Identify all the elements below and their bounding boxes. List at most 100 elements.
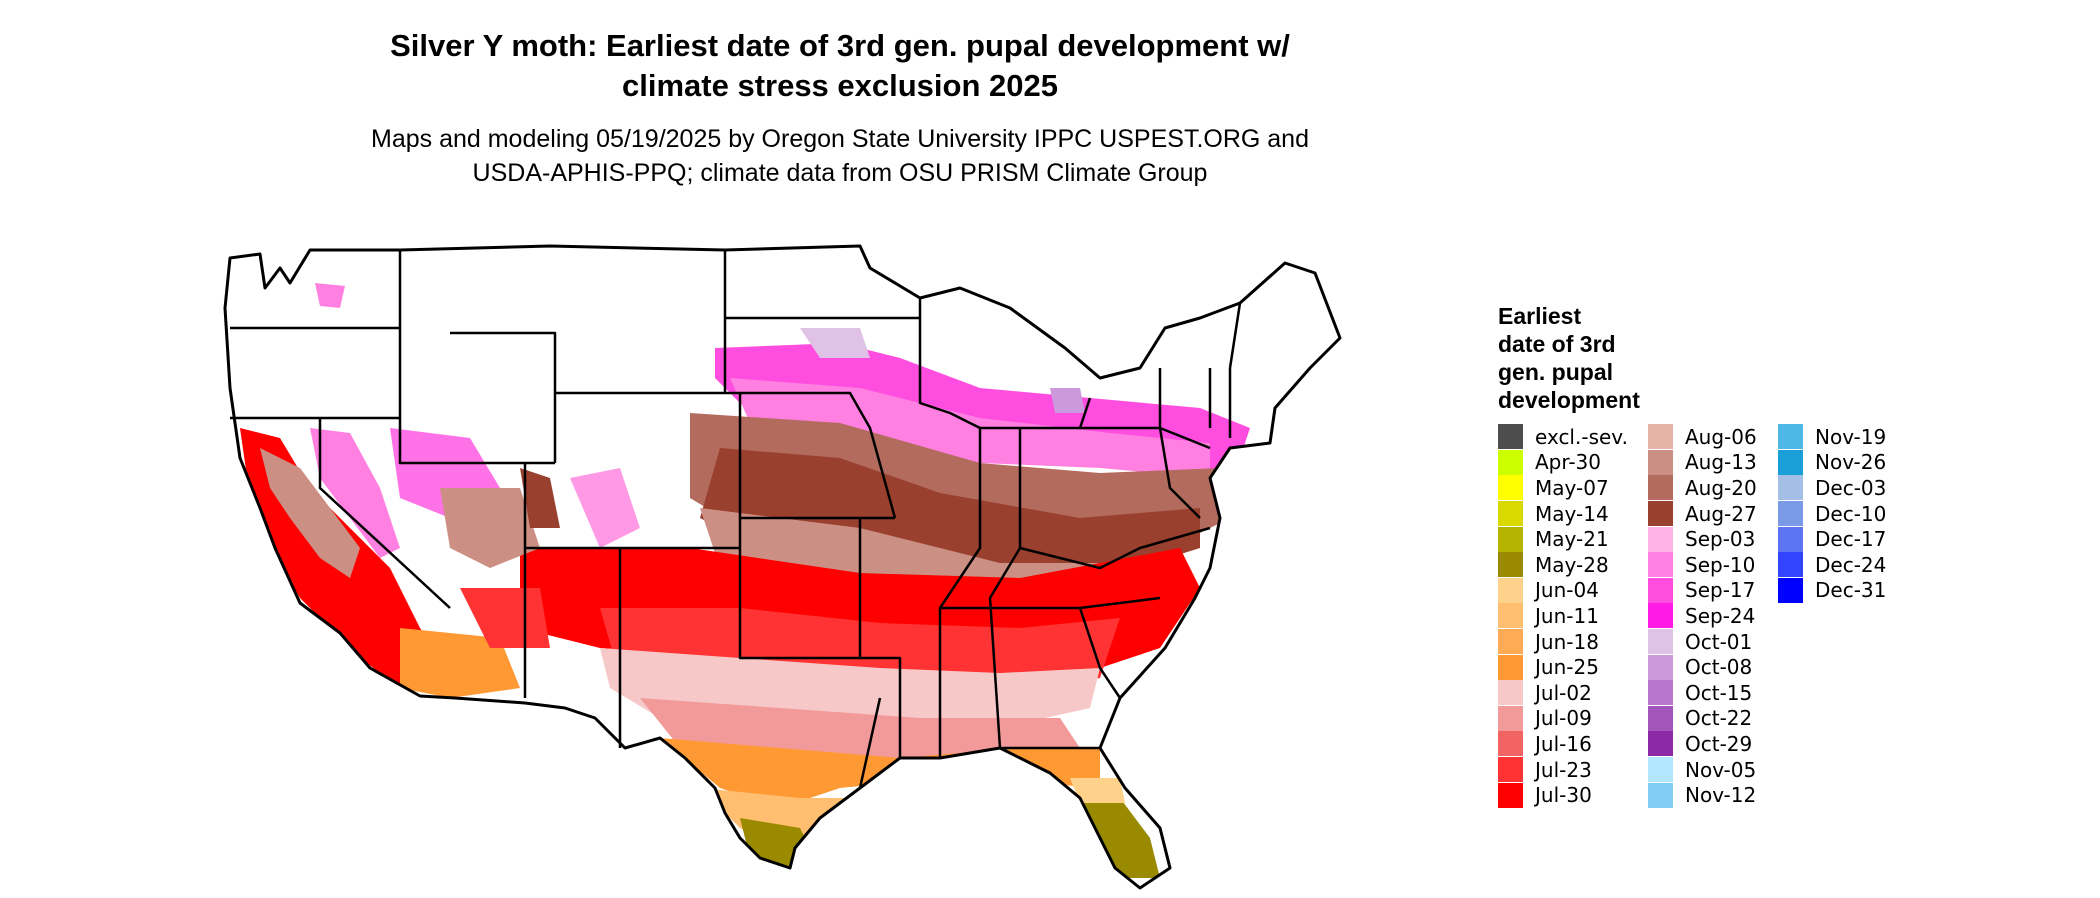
legend-swatch — [1648, 757, 1673, 783]
legend-item: Aug-06 — [1648, 424, 1757, 450]
legend-swatch — [1498, 654, 1523, 680]
legend-item: Nov-05 — [1648, 757, 1757, 783]
legend-swatch — [1498, 526, 1523, 552]
legend-item: Sep-03 — [1648, 526, 1757, 552]
legend-item: Dec-10 — [1778, 501, 1886, 527]
legend-item: Aug-27 — [1648, 501, 1757, 527]
legend-item: Nov-12 — [1648, 782, 1757, 808]
development-date-bands — [225, 246, 1340, 888]
map-subtitle: Maps and modeling 05/19/2025 by Oregon S… — [300, 122, 1380, 190]
map-title: Silver Y moth: Earliest date of 3rd gen.… — [300, 26, 1380, 106]
legend-swatch — [1498, 475, 1523, 501]
legend-item: Dec-31 — [1778, 577, 1887, 604]
legend-label: Nov-19 — [1815, 424, 1887, 449]
legend-item: excl.-sev. — [1498, 424, 1628, 450]
legend-column-1: excl.-sev. Apr-30 May-07 May-14 May-21 May-28… — [1498, 424, 1628, 808]
legend-item: Jul-30 — [1498, 782, 1628, 808]
legend-label: May-07 — [1535, 475, 1609, 500]
title-line-2: climate stress exclusion 2025 — [622, 68, 1058, 103]
legend-swatch — [1498, 680, 1523, 706]
legend-swatch — [1498, 629, 1523, 655]
legend-label: Sep-24 — [1685, 603, 1756, 628]
legend-label: excl.-sev. — [1535, 424, 1628, 449]
legend-label: Jul-09 — [1535, 706, 1592, 731]
legend-label: Dec-10 — [1815, 501, 1887, 526]
legend-item: Jul-09 — [1498, 705, 1628, 732]
legend-swatch — [1648, 501, 1673, 527]
legend-item: Dec-03 — [1778, 475, 1886, 501]
legend-swatch — [1498, 424, 1523, 450]
legend-swatch — [1648, 424, 1673, 450]
legend-label: May-14 — [1535, 501, 1609, 526]
legend-label: Nov-05 — [1685, 757, 1757, 782]
legend-swatch — [1648, 603, 1673, 629]
legend-item: Jul-16 — [1498, 731, 1628, 757]
title-line-1: Silver Y moth: Earliest date of 3rd gen.… — [390, 28, 1290, 63]
legend-swatch — [1778, 475, 1803, 501]
legend-label: Dec-17 — [1815, 527, 1887, 552]
legend-swatch — [1498, 603, 1523, 629]
legend-swatch — [1648, 654, 1673, 680]
legend-swatch — [1648, 705, 1673, 731]
legend-item: Dec-24 — [1778, 552, 1886, 578]
legend-item: Jun-18 — [1498, 629, 1628, 655]
legend-label: Jun-11 — [1535, 603, 1599, 628]
legend-column-2: Aug-06 Aug-13 Aug-20 Aug-27 Sep-03 Sep-10 Sep-… — [1648, 424, 1757, 808]
legend-label: Dec-31 — [1815, 578, 1887, 603]
legend-swatch — [1498, 731, 1523, 757]
legend-item: Jun-25 — [1498, 654, 1628, 680]
legend-item: Dec-17 — [1778, 526, 1886, 552]
state-boundaries — [223, 244, 1342, 890]
legend-label: Sep-03 — [1685, 527, 1756, 552]
legend-label: Aug-06 — [1685, 424, 1757, 449]
legend-item: Aug-13 — [1648, 449, 1757, 476]
legend-label: Jul-02 — [1535, 680, 1592, 705]
legend-label: Jun-04 — [1535, 578, 1599, 603]
legend-item: Jun-11 — [1498, 603, 1628, 629]
legend-item: Sep-10 — [1648, 552, 1757, 578]
legend-item: Apr-30 — [1498, 449, 1628, 476]
legend-swatch — [1648, 782, 1673, 808]
legend-swatch — [1498, 782, 1523, 808]
legend-label: May-28 — [1535, 552, 1609, 577]
legend-swatch — [1778, 552, 1803, 578]
legend-item: Sep-24 — [1648, 603, 1757, 629]
legend-label: Jun-18 — [1535, 629, 1599, 654]
legend-swatch — [1778, 526, 1803, 552]
subtitle-line-1: Maps and modeling 05/19/2025 by Oregon S… — [371, 125, 1309, 153]
legend-item: Sep-17 — [1648, 577, 1757, 604]
legend-label: Jul-30 — [1535, 783, 1592, 808]
legend-swatch — [1778, 424, 1803, 450]
legend-label: Sep-17 — [1685, 578, 1756, 603]
legend-label: Dec-24 — [1815, 552, 1887, 577]
legend-item: Oct-08 — [1648, 654, 1757, 680]
legend-swatch — [1498, 757, 1523, 783]
us-map — [223, 244, 1342, 890]
legend-swatch — [1498, 577, 1523, 603]
legend-column-3: Nov-19 Nov-26 Dec-03 Dec-10 Dec-17 Dec-24 Dec-… — [1778, 424, 1886, 603]
legend-swatch — [1648, 577, 1673, 603]
legend-label: Oct-01 — [1685, 629, 1753, 654]
legend-item: Jul-23 — [1498, 757, 1628, 783]
legend-item: Aug-20 — [1648, 475, 1757, 501]
legend-swatch — [1648, 680, 1673, 706]
legend-swatch — [1648, 449, 1673, 475]
legend-label: Sep-10 — [1685, 552, 1756, 577]
legend-title-line: development — [1498, 387, 1640, 413]
legend-swatch — [1648, 731, 1673, 757]
legend-label: Aug-27 — [1685, 501, 1757, 526]
legend-swatch — [1498, 449, 1523, 475]
legend-swatch — [1498, 552, 1523, 578]
legend-label: Aug-20 — [1685, 475, 1757, 500]
legend-label: Oct-22 — [1685, 706, 1753, 731]
legend-swatch — [1778, 577, 1803, 603]
legend-item: May-21 — [1498, 526, 1628, 552]
legend-label: Nov-12 — [1685, 783, 1757, 808]
legend-label: Oct-29 — [1685, 731, 1753, 756]
legend-label: Oct-15 — [1685, 680, 1753, 705]
legend-item: May-14 — [1498, 501, 1628, 527]
legend-item: Oct-01 — [1648, 629, 1757, 655]
legend-item: Jul-02 — [1498, 680, 1628, 706]
legend-swatch — [1778, 449, 1803, 475]
legend-swatch — [1648, 475, 1673, 501]
